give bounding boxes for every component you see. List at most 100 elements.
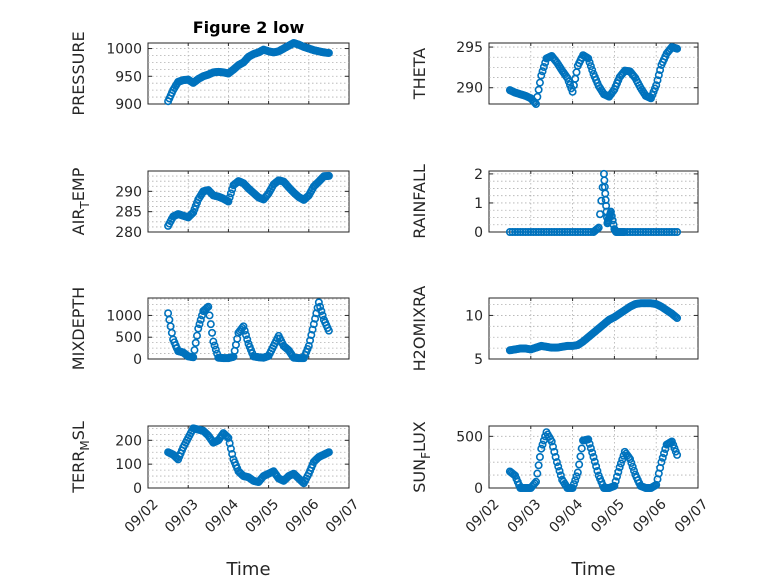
data-point xyxy=(584,435,593,444)
data-point xyxy=(665,228,674,237)
data-point xyxy=(554,462,563,471)
x-tick-label: 09/02 xyxy=(122,496,162,536)
y-axis-label: TERRMSL xyxy=(69,421,92,494)
data-point xyxy=(641,228,650,237)
data-point xyxy=(597,196,606,205)
data-point xyxy=(593,224,602,233)
data-point xyxy=(243,335,252,344)
data-point xyxy=(614,467,623,476)
data-point xyxy=(538,67,547,76)
data-point xyxy=(579,228,588,237)
data-point xyxy=(588,448,597,457)
x-tick-label: 09/03 xyxy=(162,496,202,536)
data-point xyxy=(606,207,615,216)
data-point xyxy=(555,228,564,237)
data-point xyxy=(636,228,645,237)
data-point xyxy=(644,228,653,237)
data-point xyxy=(673,450,682,459)
y-axis-label: PRESSURE xyxy=(69,31,88,115)
y-tick-label: 290 xyxy=(456,81,483,97)
x-tick-label: 09/07 xyxy=(672,496,712,536)
y-axis-label: RAINFALL xyxy=(410,164,429,239)
data-point xyxy=(588,66,597,75)
data-point xyxy=(577,444,586,453)
data-point xyxy=(623,228,632,237)
data-point xyxy=(585,58,594,67)
x-tick-label: 09/05 xyxy=(588,496,628,536)
y-tick-label: 10 xyxy=(465,308,483,324)
data-point xyxy=(508,228,517,237)
data-point xyxy=(189,353,198,362)
data-point xyxy=(533,469,542,478)
data-point xyxy=(654,228,663,237)
subplot-air-temp: 280 285 290 AIRTEMP xyxy=(69,167,350,241)
data-point xyxy=(627,458,636,467)
data-point xyxy=(539,62,548,71)
data-point xyxy=(565,228,574,237)
data-point xyxy=(324,48,333,57)
x-axis-label: Time xyxy=(225,559,270,580)
data-point xyxy=(206,320,215,329)
data-point xyxy=(550,447,559,456)
data-point xyxy=(316,302,325,311)
data-point xyxy=(204,302,213,311)
data-point xyxy=(586,444,595,453)
data-point xyxy=(594,223,603,232)
y-axis-label: H2OMIXRA xyxy=(410,286,429,372)
data-point xyxy=(211,345,220,354)
data-point xyxy=(653,76,662,85)
data-point xyxy=(542,228,551,237)
data-point xyxy=(568,228,577,237)
data-point xyxy=(628,228,637,237)
data-point xyxy=(241,331,250,340)
data-point xyxy=(530,479,539,488)
x-tick-label: 09/02 xyxy=(463,496,503,536)
y-tick-label: 200 xyxy=(115,433,142,449)
y-tick-label: 500 xyxy=(115,330,142,346)
data-point xyxy=(547,228,556,237)
y-tick-label: 0 xyxy=(474,481,483,497)
y-axis-label: MIXDEPTH xyxy=(69,287,88,370)
data-point xyxy=(225,193,234,202)
data-point xyxy=(667,228,676,237)
y-axis-label: AIRTEMP xyxy=(69,167,92,235)
data-point xyxy=(552,228,561,237)
data-point xyxy=(626,228,635,237)
data-point xyxy=(568,483,577,492)
data-point xyxy=(228,450,237,459)
data-point xyxy=(550,228,559,237)
data-point xyxy=(593,466,602,475)
data-point xyxy=(611,477,620,486)
data-point xyxy=(631,228,640,237)
data-point xyxy=(571,228,580,237)
data-point xyxy=(537,71,546,80)
data-point xyxy=(608,216,617,225)
data-point xyxy=(576,228,585,237)
chart-title: Figure 2 low xyxy=(193,18,305,37)
data-point xyxy=(658,453,667,462)
subplot-terr-msl: 0 100 200 TERRMSL 09/02 09/03 09/04 09/05 09/06 0… xyxy=(69,421,363,580)
data-point xyxy=(203,303,212,312)
subplot-mixdepth: 0 500 1000 MIXDEPTH xyxy=(69,287,350,370)
data-point xyxy=(615,463,624,472)
data-point xyxy=(563,228,572,237)
axes-frame xyxy=(488,170,699,233)
data-point xyxy=(208,328,217,337)
data-point xyxy=(610,481,619,490)
data-point xyxy=(649,228,658,237)
data-point xyxy=(518,228,527,237)
data-point xyxy=(652,81,661,90)
data-point xyxy=(573,468,582,477)
y-tick-label: 0 xyxy=(133,481,142,497)
x-tick-label: 09/07 xyxy=(323,496,363,536)
data-point xyxy=(524,228,533,237)
data-point xyxy=(656,66,665,75)
data-point xyxy=(670,228,679,237)
x-tick-label: 09/05 xyxy=(242,496,282,536)
data-point xyxy=(671,312,680,321)
x-tick-label: 09/04 xyxy=(202,496,242,536)
data-point xyxy=(673,228,682,237)
data-point xyxy=(589,452,598,461)
y-tick-label: 1000 xyxy=(106,42,142,58)
data-point xyxy=(521,228,530,237)
